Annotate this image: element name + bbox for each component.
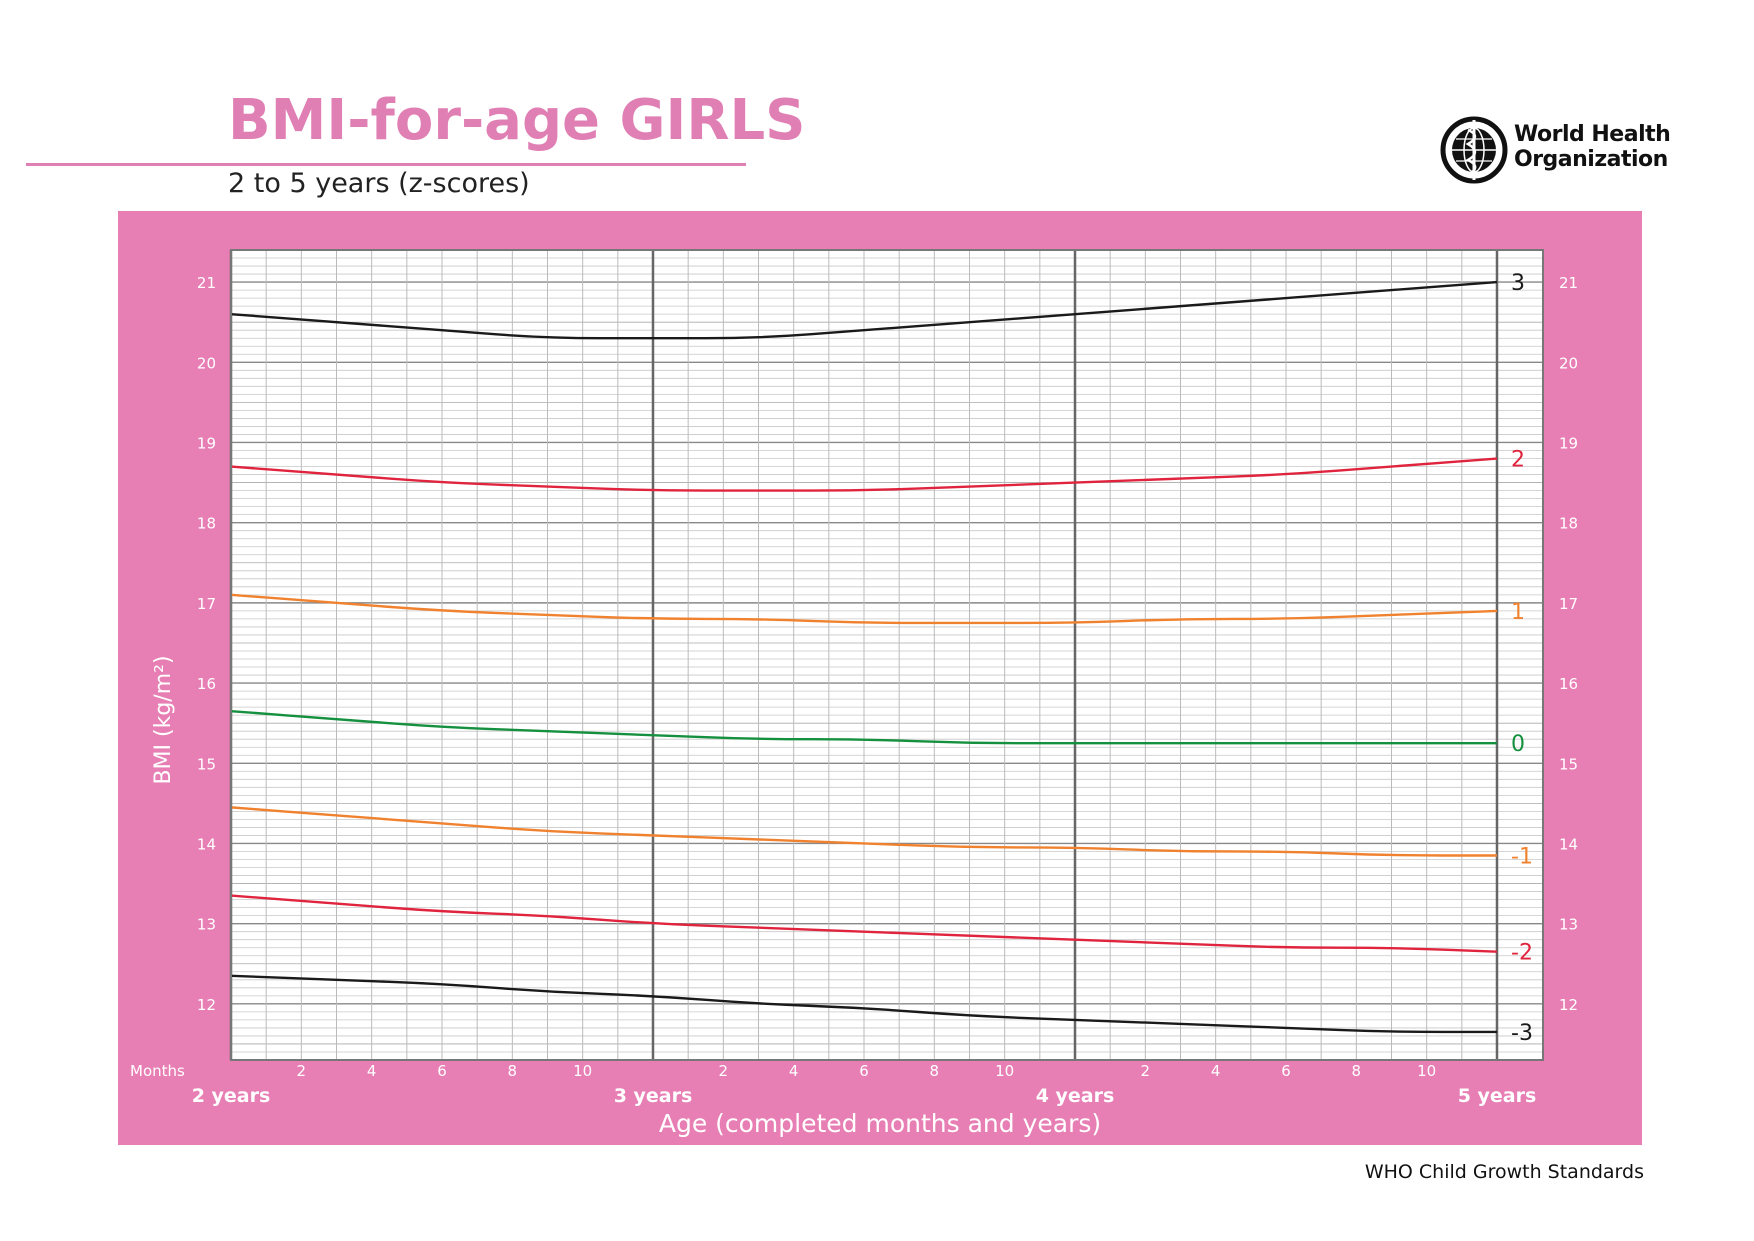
series-label--1: -1 [1511, 844, 1533, 869]
y-tick-label-left: 20 [197, 354, 216, 372]
who-globe-icon [1440, 116, 1508, 184]
x-tick-month: 6 [859, 1062, 869, 1080]
plot-border [230, 249, 1544, 1061]
series-label-3: 3 [1511, 271, 1525, 296]
y-ticks-right: 12 13 14 15 16 17 18 19 20 21 [1559, 274, 1578, 1014]
y-tick-label-right: 15 [1559, 755, 1578, 773]
y-tick-label-right: 17 [1559, 595, 1578, 613]
series-line--3 [230, 974, 1497, 1034]
y-tick-label-left: 16 [197, 675, 216, 693]
x-ticks: 2 4 6 8 10 2 4 6 8 10 2 4 6 8 10 2 years 3 years 4 years 5… [192, 1062, 1537, 1107]
y-tick-label-right: 20 [1559, 354, 1578, 372]
org-name-line2: Organization [1514, 147, 1668, 172]
series-line-1 [230, 593, 1498, 625]
x-tick-month: 2 [1141, 1062, 1151, 1080]
y-tick-label-left: 19 [197, 434, 216, 452]
series-line-2 [230, 457, 1498, 492]
x-tick-month: 4 [367, 1062, 377, 1080]
minor-grid [231, 249, 1543, 1061]
y-tick-label-right: 13 [1559, 916, 1578, 934]
x-tick-month: 10 [1417, 1062, 1436, 1080]
series-label-2: 2 [1511, 448, 1525, 473]
page-title: BMI-for-age GIRLS [228, 88, 806, 153]
series-label-0: 0 [1511, 732, 1525, 757]
x-tick-month: 4 [789, 1062, 799, 1080]
y-tick-label-left: 12 [197, 996, 216, 1014]
y-tick-label-right: 19 [1559, 434, 1578, 452]
series-line--2 [230, 894, 1498, 953]
series-labels: 3 2 1 0 -1 -2 -3 [1511, 271, 1533, 1046]
series-lines [230, 280, 1498, 1034]
who-organization-name: World Health Organization [1514, 122, 1671, 172]
x-tick-month: 6 [437, 1062, 447, 1080]
y-tick-label-left: 13 [197, 916, 216, 934]
x-tick-month: 8 [508, 1062, 518, 1080]
y-tick-label-left: 18 [197, 515, 216, 533]
plot-area [231, 250, 1543, 1060]
org-name-line1: World Health [1514, 122, 1671, 147]
series-label--3: -3 [1511, 1021, 1533, 1046]
x-axis-label: Age (completed months and years) [659, 1109, 1101, 1138]
series-line--1 [230, 806, 1497, 857]
series-line-0 [230, 709, 1497, 745]
x-tick-month: 2 [719, 1062, 729, 1080]
x-tick-month: 6 [1281, 1062, 1291, 1080]
y-ticks-left: 12 13 14 15 16 17 18 19 20 21 [197, 274, 216, 1014]
x-tick-month: 8 [1352, 1062, 1362, 1080]
x-tick-year: 2 years [192, 1085, 271, 1107]
x-tick-year: 3 years [614, 1085, 693, 1107]
y-tick-label-right: 21 [1559, 274, 1578, 292]
major-grid [229, 250, 1499, 1060]
x-tick-month: 8 [930, 1062, 940, 1080]
series-line-3 [230, 280, 1498, 340]
series-label--2: -2 [1511, 941, 1533, 966]
y-tick-label-left: 15 [197, 755, 216, 773]
footer-credit: WHO Child Growth Standards [1364, 1161, 1644, 1183]
x-tick-month: 10 [573, 1062, 592, 1080]
y-tick-label-left: 21 [197, 274, 216, 292]
series-label-1: 1 [1511, 600, 1525, 625]
x-tick-year: 4 years [1036, 1085, 1115, 1107]
y-tick-label-right: 16 [1559, 675, 1578, 693]
x-tick-year: 5 years [1458, 1085, 1537, 1107]
y-tick-label-right: 12 [1559, 996, 1578, 1014]
y-tick-label-left: 17 [197, 595, 216, 613]
months-label: Months [130, 1062, 185, 1080]
x-tick-month: 10 [995, 1062, 1014, 1080]
title-underline [26, 163, 746, 166]
y-tick-label-right: 18 [1559, 515, 1578, 533]
y-tick-label-left: 14 [197, 835, 216, 853]
page-subtitle: 2 to 5 years (z-scores) [228, 168, 530, 199]
x-tick-month: 2 [297, 1062, 307, 1080]
y-tick-label-right: 14 [1559, 835, 1578, 853]
y-axis-label: BMI (kg/m²) [151, 655, 176, 784]
x-tick-month: 4 [1211, 1062, 1221, 1080]
